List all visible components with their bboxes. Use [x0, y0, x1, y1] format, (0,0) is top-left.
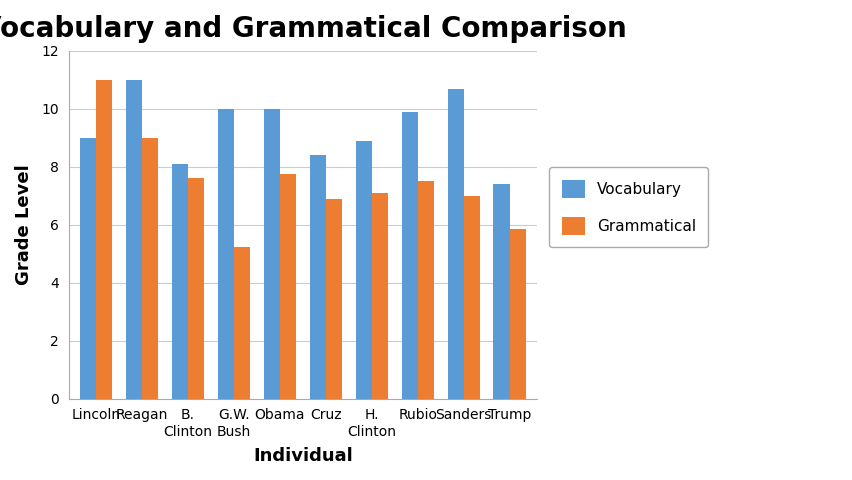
Bar	[263, 109, 279, 399]
Title: Vocabulary and Grammatical Comparison: Vocabulary and Grammatical Comparison	[0, 15, 625, 43]
Bar	[96, 80, 112, 399]
Bar	[371, 193, 388, 399]
Bar	[187, 179, 204, 399]
Bar	[463, 196, 479, 399]
Bar	[325, 199, 342, 399]
Bar	[355, 141, 371, 399]
Legend: Vocabulary, Grammatical: Vocabulary, Grammatical	[549, 168, 707, 248]
Y-axis label: Grade Level: Grade Level	[15, 165, 33, 285]
Bar	[417, 181, 434, 399]
Bar	[80, 138, 96, 399]
Bar	[447, 89, 463, 399]
Bar	[217, 109, 233, 399]
Bar	[126, 80, 142, 399]
Bar	[142, 138, 158, 399]
X-axis label: Individual: Individual	[253, 447, 353, 465]
Bar	[172, 164, 187, 399]
Bar	[401, 112, 417, 399]
Bar	[493, 184, 509, 399]
Bar	[233, 247, 250, 399]
Bar	[279, 174, 296, 399]
Bar	[509, 229, 525, 399]
Bar	[309, 155, 325, 399]
